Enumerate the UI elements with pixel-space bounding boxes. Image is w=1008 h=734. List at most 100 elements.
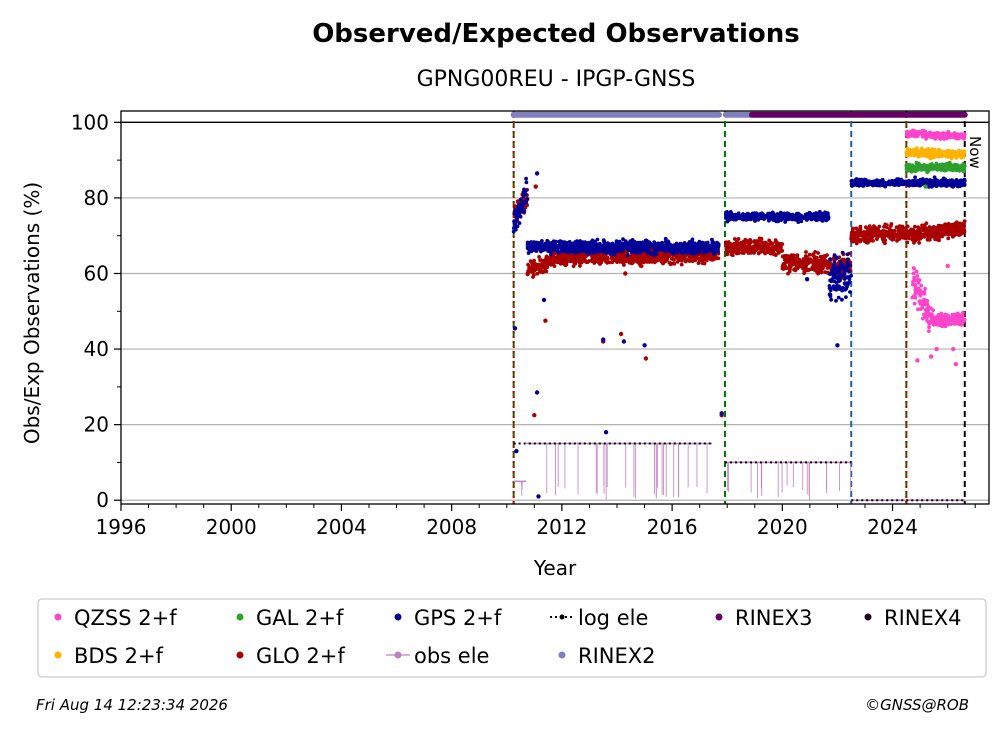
- data-point: [581, 246, 586, 250]
- data-point: [946, 152, 951, 157]
- series-gal-2-f: [904, 160, 967, 189]
- data-point: [912, 168, 917, 173]
- data-point: [682, 248, 687, 252]
- data-point: [938, 319, 943, 324]
- data-point: [823, 270, 827, 274]
- elevation-lines: [513, 442, 965, 502]
- data-point: [797, 218, 802, 223]
- data-point: [697, 246, 702, 251]
- data-point: [639, 241, 644, 246]
- data-point: [905, 152, 910, 157]
- data-point: [911, 279, 915, 284]
- data-point: [776, 219, 780, 224]
- data-point: [830, 267, 835, 272]
- data-point: [868, 180, 873, 185]
- plot-frame: [120, 110, 990, 505]
- data-point: [536, 266, 541, 271]
- data-point: [522, 191, 527, 196]
- data-point: [519, 202, 524, 207]
- data-point: [527, 247, 532, 252]
- data-point: [927, 329, 931, 333]
- data-point: [703, 241, 708, 246]
- data-point: [533, 248, 538, 253]
- data-point: [615, 254, 620, 259]
- data-point: [602, 240, 606, 245]
- data-point: [813, 255, 817, 260]
- data-point: [855, 237, 860, 242]
- data-point: [890, 179, 895, 184]
- outlier-point: [534, 390, 540, 395]
- data-point: [532, 268, 537, 272]
- data-point: [819, 211, 823, 216]
- data-point: [937, 180, 942, 185]
- data-point: [540, 239, 544, 243]
- data-point: [860, 233, 865, 238]
- data-point: [816, 251, 820, 255]
- data-point: [688, 242, 693, 247]
- data-point: [627, 256, 632, 261]
- data-point: [883, 241, 887, 246]
- data-point: [681, 251, 686, 256]
- data-point: [917, 232, 922, 237]
- data-point: [538, 258, 542, 263]
- data-point: [644, 238, 649, 243]
- data-point: [904, 180, 909, 185]
- data-point: [918, 235, 923, 240]
- data-point: [883, 184, 888, 189]
- data-point: [913, 283, 918, 287]
- data-point: [731, 244, 736, 248]
- data-point: [927, 325, 931, 330]
- data-point: [857, 181, 862, 185]
- data-point: [624, 258, 628, 263]
- data-point: [540, 242, 544, 247]
- data-point: [935, 164, 940, 169]
- data-point: [961, 310, 965, 315]
- data-point: [645, 260, 649, 264]
- data-point: [933, 154, 937, 159]
- data-point: [695, 255, 699, 259]
- data-point: [910, 295, 915, 300]
- data-point: [826, 216, 831, 221]
- data-point: [811, 261, 815, 265]
- data-point: [591, 248, 595, 253]
- data-point: [894, 225, 899, 230]
- series-bds-2-f: [904, 146, 967, 161]
- data-point: [535, 271, 540, 276]
- data-point: [524, 180, 529, 185]
- data-point: [796, 257, 800, 262]
- data-point: [599, 255, 604, 259]
- data-point: [772, 247, 777, 252]
- vertical-lines: [512, 111, 966, 504]
- data-point: [839, 265, 843, 270]
- data-point: [944, 317, 949, 321]
- data-point: [636, 258, 641, 262]
- data-point: [790, 257, 795, 262]
- data-point: [829, 297, 834, 302]
- data-point: [650, 251, 655, 256]
- data-point: [956, 136, 961, 140]
- data-point: [807, 257, 812, 261]
- data-point: [672, 246, 676, 251]
- data-point: [585, 249, 590, 254]
- data-point: [786, 214, 791, 219]
- data-point: [520, 210, 525, 214]
- data-point: [646, 243, 651, 248]
- data-point: [551, 246, 555, 251]
- data-point: [939, 166, 944, 171]
- data-point: [652, 246, 657, 251]
- data-point: [790, 214, 795, 219]
- data-point: [602, 257, 607, 262]
- data-point: [949, 225, 954, 230]
- data-point: [892, 228, 897, 233]
- data-point: [669, 257, 674, 261]
- data-point: [543, 247, 548, 252]
- data-point: [640, 260, 645, 264]
- data-point: [840, 297, 844, 302]
- data-point: [513, 219, 517, 224]
- data-point: [713, 255, 718, 260]
- data-point: [836, 279, 841, 284]
- data-point: [554, 245, 559, 249]
- data-point: [807, 267, 812, 272]
- data-point: [921, 131, 926, 136]
